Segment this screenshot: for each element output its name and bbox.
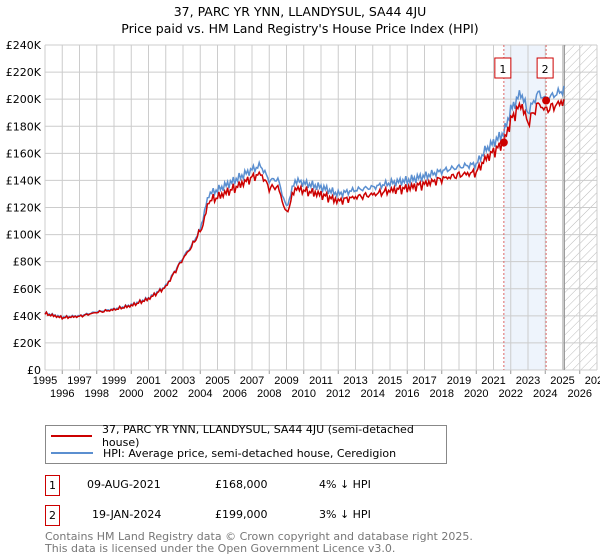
- x-tick-label: 2003: [171, 375, 195, 387]
- sale-badge-label: 2: [542, 63, 549, 76]
- y-tick-label: £200K: [6, 93, 42, 106]
- x-tick-label: 1997: [67, 375, 91, 387]
- x-tick-label: 2006: [223, 388, 247, 400]
- y-tick-label: £140K: [6, 174, 42, 187]
- hpi-line: [44, 85, 565, 320]
- property-line: [44, 98, 565, 321]
- x-tick-label: 2012: [326, 388, 350, 400]
- sale-badge-label: 1: [499, 63, 506, 76]
- x-tick-label: 2027: [585, 375, 600, 387]
- y-tick-label: £120K: [6, 202, 42, 215]
- y-tick-label: £40K: [13, 310, 42, 323]
- sale-badge: [536, 57, 554, 79]
- x-tick-label: 2022: [499, 388, 523, 400]
- x-tick-label: 2021: [481, 375, 505, 387]
- y-tick-label: £20K: [13, 337, 42, 350]
- table-row: 2 19-JAN-2024 £199,000 3% ↓ HPI: [45, 505, 545, 526]
- sale-point: [499, 138, 508, 147]
- x-tick-label: 1995: [33, 375, 57, 387]
- x-tick-label: 2010: [292, 388, 316, 400]
- x-tick-label: 2011: [309, 375, 333, 387]
- y-tick-label: £180K: [6, 120, 42, 133]
- y-tick-label: £0: [27, 364, 41, 377]
- x-tick-label: 2004: [188, 388, 212, 400]
- x-tick-label: 2023: [516, 375, 540, 387]
- price-chart: 1995199619971998199920002001200220032004…: [6, 39, 600, 400]
- x-tick-label: 2026: [568, 388, 592, 400]
- x-tick-label: 2013: [343, 375, 367, 387]
- y-tick-label: £80K: [13, 256, 42, 269]
- x-tick-label: 2025: [550, 375, 574, 387]
- x-tick-label: 1998: [85, 388, 109, 400]
- footer: Contains HM Land Registry data © Crown c…: [45, 530, 473, 555]
- y-tick-label: £60K: [13, 283, 42, 296]
- x-tick-label: 2018: [430, 388, 454, 400]
- x-tick-label: 2005: [205, 375, 229, 387]
- x-tick-label: 2002: [154, 388, 178, 400]
- x-tick-label: 2014: [361, 388, 385, 400]
- x-tick-label: 2019: [447, 375, 471, 387]
- x-tick-label: 1999: [102, 375, 126, 387]
- chart-title-2: Price paid vs. HM Land Registry's House …: [121, 21, 479, 36]
- sale-point: [542, 96, 551, 105]
- x-tick-label: 2000: [119, 388, 143, 400]
- x-tick-label: 1996: [50, 388, 74, 400]
- legend-item-property: 37, PARC YR YNN, LLANDYSUL, SA44 4JU (se…: [51, 423, 446, 449]
- y-tick-label: £160K: [6, 147, 42, 160]
- y-tick-label: £100K: [6, 229, 42, 242]
- x-tick-label: 2015: [378, 375, 402, 387]
- chart-title-1: 37, PARC YR YNN, LLANDYSUL, SA44 4JU: [173, 4, 427, 19]
- x-tick-label: 2007: [240, 375, 264, 387]
- x-tick-label: 2001: [136, 375, 160, 387]
- y-tick-label: £220K: [6, 66, 42, 79]
- x-tick-label: 2009: [274, 375, 298, 387]
- sale-badge: [494, 57, 512, 79]
- legend-item-hpi: HPI: Average price, semi-detached house,…: [51, 445, 396, 461]
- x-tick-label: 2016: [395, 388, 419, 400]
- x-tick-label: 2024: [533, 388, 557, 400]
- x-tick-label: 2008: [257, 388, 281, 400]
- legend: 37, PARC YR YNN, LLANDYSUL, SA44 4JU (se…: [45, 423, 447, 464]
- x-tick-label: 2020: [464, 388, 488, 400]
- table-row: 1 09-AUG-2021 £168,000 4% ↓ HPI: [45, 475, 545, 496]
- x-tick-label: 2017: [412, 375, 436, 387]
- y-tick-label: £240K: [6, 39, 42, 52]
